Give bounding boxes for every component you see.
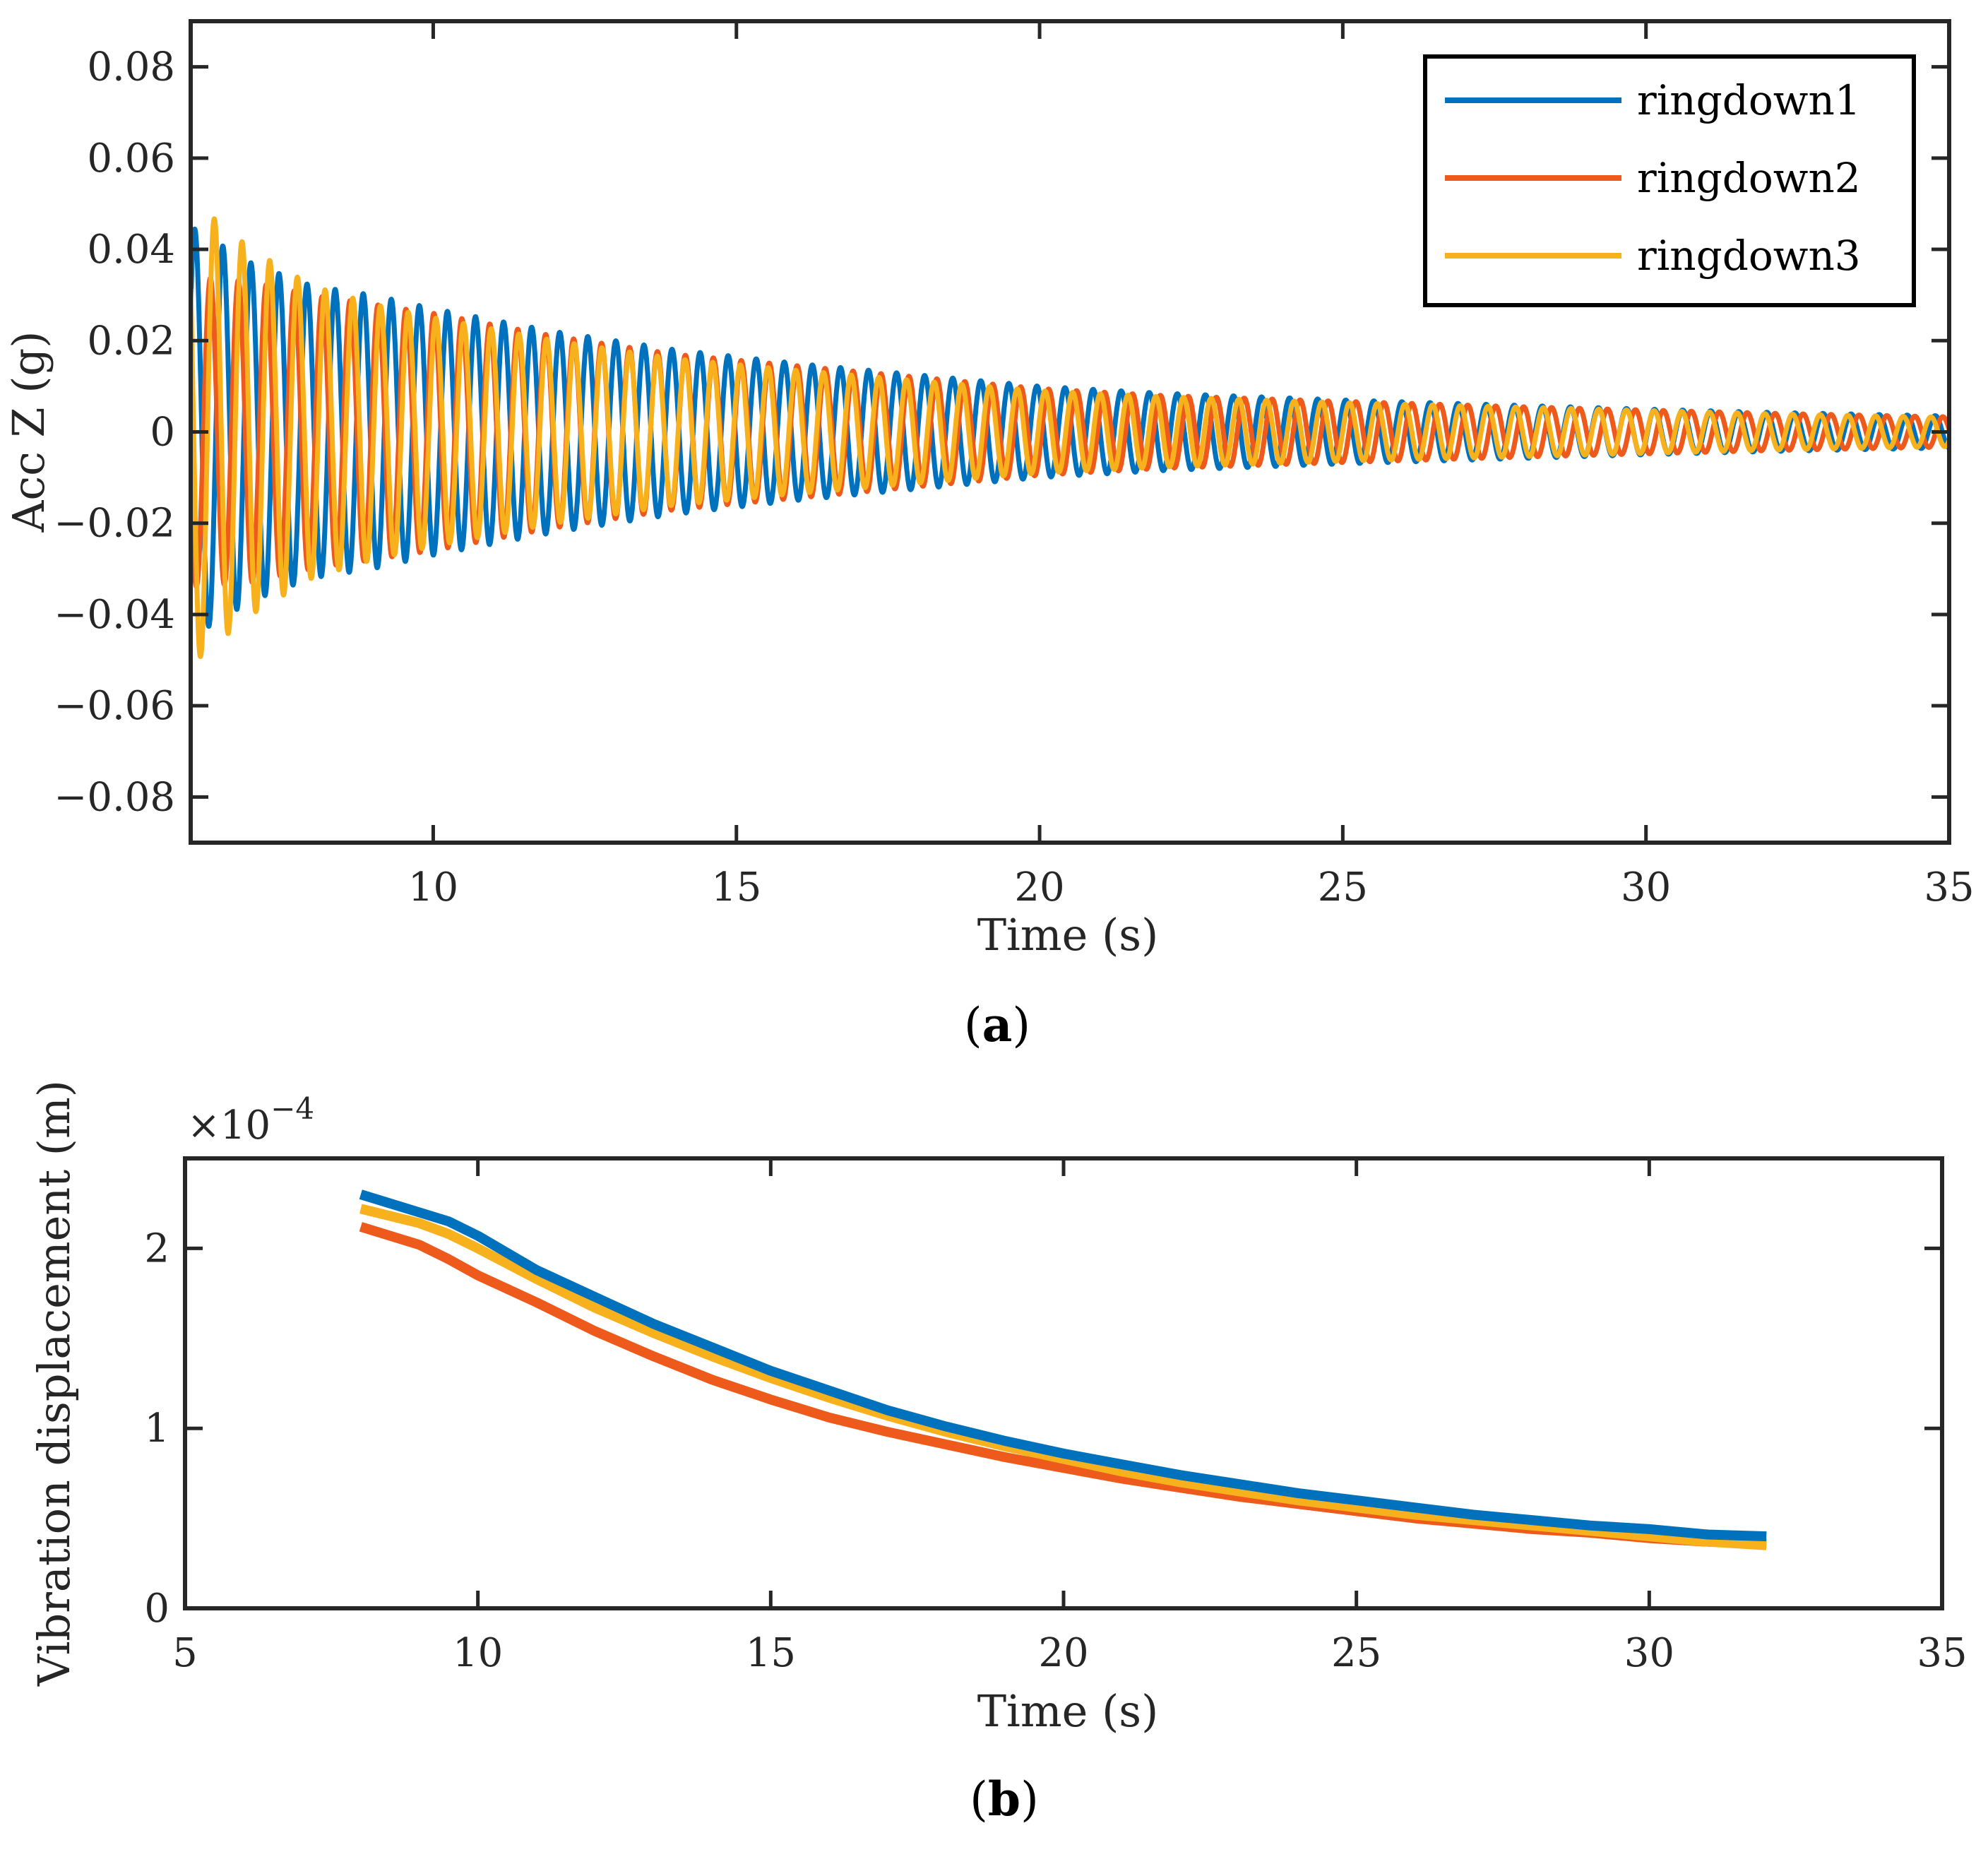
chart-a-x-axis: 10 15 20 25 30 35	[408, 21, 1975, 910]
chart-a-xtick-label: 20	[1014, 865, 1064, 910]
chart-a-ytick-label: 0.04	[87, 227, 175, 273]
chart-b-xtick-label: 15	[746, 1630, 796, 1676]
caption-b-letter: b	[988, 1771, 1020, 1827]
chart-a-xtick-label: 35	[1924, 865, 1974, 910]
chart-a-ytick-label: −0.04	[54, 592, 175, 638]
chart-a-ytick-label: −0.08	[54, 774, 175, 820]
chart-b-series-group	[359, 1189, 1767, 1550]
caption-a-open: (	[964, 998, 982, 1052]
caption-b-close: )	[1020, 1772, 1039, 1827]
caption-b: (b)	[970, 1771, 1039, 1827]
chart-b-series-ringdown1	[359, 1189, 1767, 1542]
chart-a: −0.08 −0.06 −0.04 −0.02 0 0.02 0.04 0.06 0.08 10…	[3, 19, 1975, 1052]
chart-a-ytick-label: 0.06	[87, 136, 175, 182]
chart-a-ytick-label: −0.02	[54, 501, 175, 547]
chart-a-ytick-label: −0.06	[54, 683, 175, 729]
chart-a-legend: ringdown1 ringdown2 ringdown3	[1423, 54, 1916, 307]
chart-a-ytick-label: 0.08	[87, 44, 175, 90]
chart-a-xtick-label: 30	[1621, 865, 1671, 910]
chart-b-y-exponent: ×10−4	[187, 1091, 314, 1148]
caption-a: (a)	[964, 997, 1030, 1052]
chart-b-xtick-label: 35	[1917, 1630, 1967, 1676]
legend-label-ringdown3: ringdown3	[1637, 232, 1861, 280]
chart-b-xtick-label: 10	[453, 1630, 503, 1676]
chart-b-ytick-label: 0	[144, 1586, 169, 1632]
chart-a-x-axis-label: Time (s)	[977, 909, 1159, 961]
legend-label-ringdown2: ringdown2	[1637, 154, 1861, 202]
chart-b-ytick-label: 1	[144, 1406, 169, 1452]
chart-a-y-axis: −0.08 −0.06 −0.04 −0.02 0 0.02 0.04 0.06 0.08	[54, 44, 1949, 820]
chart-b-xtick-label: 20	[1038, 1630, 1088, 1676]
chart-a-axes-box	[189, 19, 1951, 845]
chart-a-ytick-label: 0.02	[87, 318, 175, 364]
chart-a-xtick-label: 10	[408, 865, 458, 910]
chart-b-y-exponent-power: −4	[270, 1091, 314, 1126]
caption-a-close: )	[1012, 998, 1030, 1052]
chart-b-x-axis-label: Time (s)	[977, 1685, 1159, 1737]
legend-label-ringdown1: ringdown1	[1637, 76, 1861, 124]
chart-b-xtick-label: 30	[1624, 1630, 1674, 1676]
chart-b-xtick-label: 25	[1331, 1630, 1381, 1676]
chart-a-y-axis-label: Acc Z (g)	[3, 331, 54, 533]
chart-b-xtick-label: 5	[172, 1630, 198, 1676]
chart-a-xtick-label: 15	[711, 865, 761, 910]
caption-a-letter: a	[982, 997, 1013, 1052]
chart-a-series-ringdown3	[191, 216, 1949, 659]
chart-b-series-ringdown3	[359, 1204, 1767, 1550]
chart-b-y-axis-label: Vibration displacement (m)	[28, 1080, 80, 1687]
chart-b: 0 1 2 5 10 15 20 25 30 35 ×10−4 Time (s) Vibrati…	[28, 1080, 1968, 1827]
chart-b-axes-box	[183, 1156, 1944, 1610]
chart-a-xtick-label: 25	[1318, 865, 1368, 910]
chart-a-series-group	[191, 216, 1949, 659]
chart-b-ytick-label: 2	[144, 1225, 169, 1271]
chart-b-y-exponent-base: ×10	[187, 1103, 270, 1148]
chart-a-ytick-label: 0	[150, 410, 175, 456]
caption-b-open: (	[970, 1772, 988, 1827]
